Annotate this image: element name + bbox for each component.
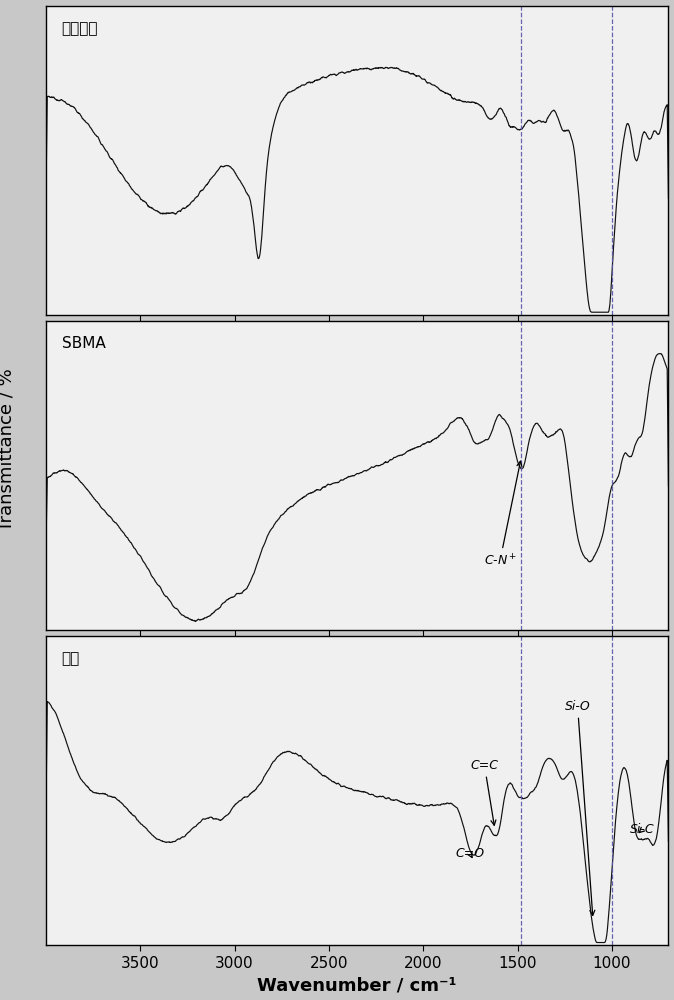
Text: 产物: 产物 [61, 651, 80, 666]
Text: Si-C: Si-C [630, 823, 654, 836]
Text: 防污材料: 防污材料 [61, 21, 98, 36]
Text: C-N$^+$: C-N$^+$ [484, 461, 522, 568]
Text: C=C: C=C [470, 759, 498, 825]
X-axis label: Wavenumber / cm⁻¹: Wavenumber / cm⁻¹ [257, 976, 457, 994]
Text: C=O: C=O [456, 847, 485, 860]
Text: Si-O: Si-O [565, 700, 595, 915]
Text: SBMA: SBMA [61, 336, 105, 351]
Text: Transmittance / %: Transmittance / % [0, 369, 16, 531]
